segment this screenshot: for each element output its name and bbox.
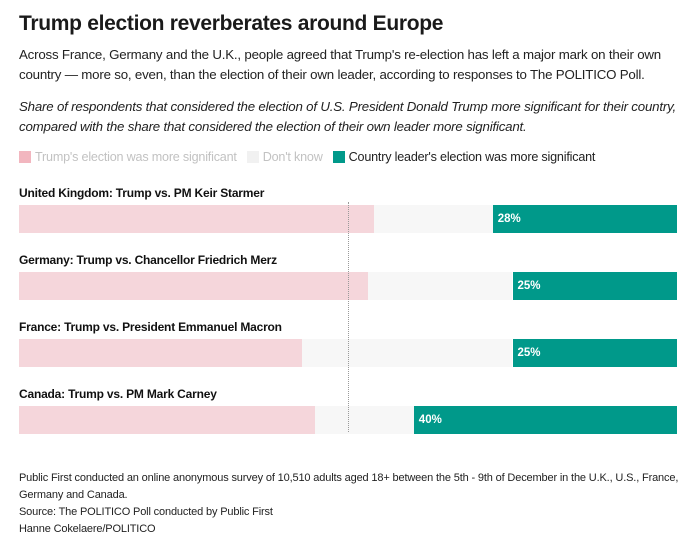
legend-swatch-dont-know <box>246 151 259 163</box>
category-label: Germany: Trump vs. Chancellor Friedrich … <box>19 253 277 267</box>
bar-segment-dont-know[interactable] <box>367 272 513 300</box>
data-label: 25% <box>517 280 541 292</box>
legend-label-leader: Country leader's election was more signi… <box>348 150 596 164</box>
legend-item-leader[interactable]: Country leader's election was more signi… <box>332 150 596 164</box>
legend-label-trump: Trump's election was more significant <box>35 150 237 164</box>
bar-segment-leader[interactable] <box>512 339 677 367</box>
bar-segment-leader[interactable] <box>492 205 677 233</box>
data-label: 40% <box>418 414 442 426</box>
data-label: 28% <box>497 213 521 225</box>
bar-segment-leader[interactable] <box>512 272 677 300</box>
category-label: Canada: Trump vs. PM Mark Carney <box>19 387 217 401</box>
chart-subtitle: Across France, Germany and the U.K., peo… <box>19 47 662 82</box>
footer-credit: Hanne Cokelaere/POLITICO <box>19 523 156 535</box>
legend-item-dont-know[interactable]: Don't know <box>246 150 323 164</box>
category-label: France: Trump vs. President Emmanuel Mac… <box>19 320 282 334</box>
bar-segment-trump[interactable] <box>19 339 302 367</box>
data-label: 25% <box>517 347 541 359</box>
chart-description: Share of respondents that considered the… <box>19 99 677 134</box>
legend-swatch-leader <box>332 151 345 163</box>
midpoint-reference-line <box>348 202 349 432</box>
bar-segment-dont-know[interactable] <box>301 339 513 367</box>
bar-segment-trump[interactable] <box>19 272 368 300</box>
bar-segment-trump[interactable] <box>19 406 316 434</box>
footer-source: Source: The POLITICO Poll conducted by P… <box>19 506 273 518</box>
legend-label-dont-know: Don't know <box>262 150 323 164</box>
footer: Public First conducted an online anonymo… <box>19 470 684 538</box>
legend-item-trump[interactable]: Trump's election was more significant <box>19 150 237 164</box>
bar-segment-dont-know[interactable] <box>315 406 414 434</box>
category-label: United Kingdom: Trump vs. PM Keir Starme… <box>19 186 265 200</box>
footer-note: Public First conducted an online anonymo… <box>19 472 679 501</box>
bar-segment-leader[interactable] <box>413 406 677 434</box>
legend-swatch-trump <box>19 151 31 163</box>
chart-title: Trump election reverberates around Europ… <box>19 12 444 35</box>
legend: Trump's election was more significant Do… <box>19 150 605 164</box>
bar-segment-trump[interactable] <box>19 205 375 233</box>
bar-segment-dont-know[interactable] <box>374 205 493 233</box>
